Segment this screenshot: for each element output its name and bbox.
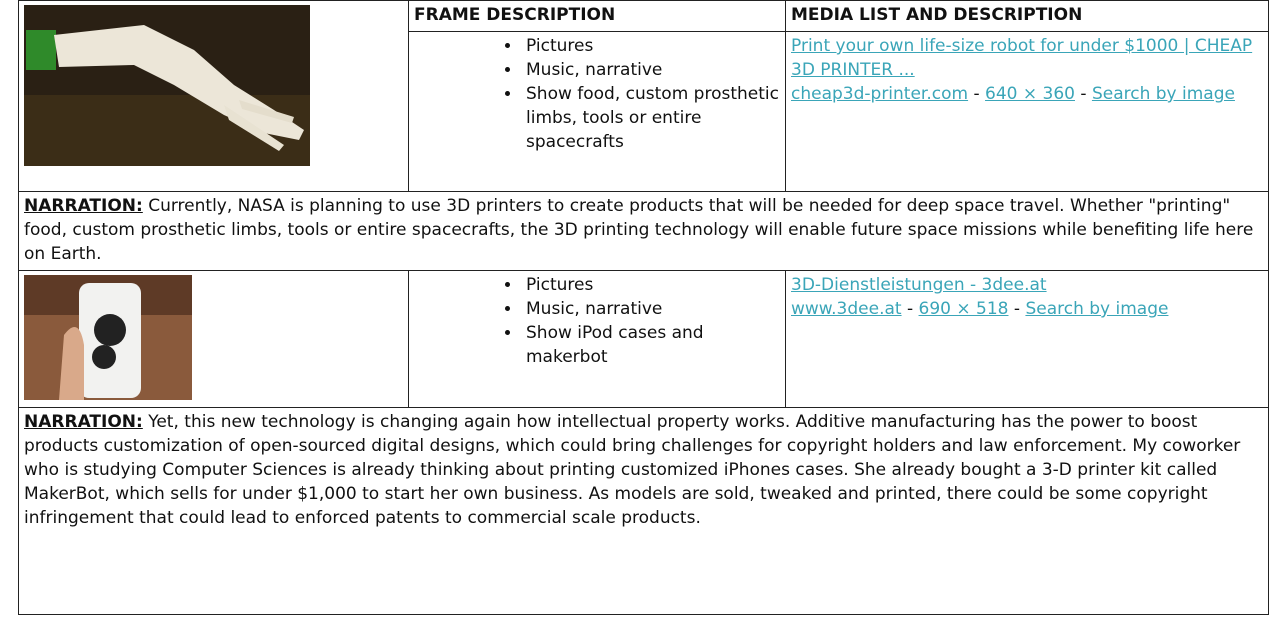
frame-list: PicturesMusic, narrativeShow iPod cases …	[414, 273, 780, 369]
frame-item: Show food, custom prosthetic limbs, tool…	[522, 82, 780, 154]
media-link[interactable]: Search by image	[1025, 299, 1169, 319]
narration-cell: NARRATION: Yet, this new technology is c…	[18, 407, 1269, 615]
phone-case-photo	[24, 275, 192, 400]
media-line: cheap3d-printer.com - 640 × 360 - Search…	[791, 82, 1263, 106]
header-row: FRAME DESCRIPTION MEDIA LIST AND DESCRIP…	[18, 0, 1269, 192]
media-separator: -	[901, 299, 919, 319]
media-line: Print your own life-size robot for under…	[791, 34, 1263, 82]
media-separator: -	[1074, 84, 1092, 104]
media-cell: 3D-Dienstleistungen - 3dee.at www.3dee.at…	[785, 270, 1269, 408]
narration-label: NARRATION:	[24, 196, 143, 216]
content-row: PicturesMusic, narrativeShow iPod cases …	[18, 270, 1269, 408]
media-link[interactable]: 640 × 360	[985, 84, 1075, 104]
narration-text: Yet, this new technology is changing aga…	[24, 412, 1241, 528]
media-link[interactable]: Print your own life-size robot for under…	[791, 36, 1253, 80]
media-link[interactable]: cheap3d-printer.com	[791, 84, 969, 104]
frame-item: Music, narrative	[522, 297, 780, 321]
image-cell	[18, 270, 409, 408]
storyboard-table: FRAME DESCRIPTION MEDIA LIST AND DESCRIP…	[18, 0, 1269, 615]
robot-arm-photo	[24, 5, 310, 166]
media-line: www.3dee.at - 690 × 518 - Search by imag…	[791, 297, 1263, 321]
media-link[interactable]: www.3dee.at	[791, 299, 902, 319]
frame-description-cell: PicturesMusic, narrativeShow food, custo…	[408, 31, 786, 192]
narration-row: NARRATION: Currently, NASA is planning t…	[18, 191, 1269, 271]
media-link[interactable]: 3D-Dienstleistungen - 3dee.at	[791, 275, 1047, 295]
media-link[interactable]: 690 × 518	[918, 299, 1009, 319]
narration-text: Currently, NASA is planning to use 3D pr…	[24, 196, 1254, 264]
media-separator: -	[968, 84, 986, 104]
narration-label: NARRATION:	[24, 412, 143, 432]
media-cell: Print your own life-size robot for under…	[785, 31, 1269, 192]
media-link[interactable]: Search by image	[1091, 84, 1235, 104]
frame-item: Music, narrative	[522, 58, 780, 82]
header-cell: FRAME DESCRIPTION	[408, 0, 786, 32]
media-separator: -	[1008, 299, 1026, 319]
media-line: 3D-Dienstleistungen - 3dee.at	[791, 273, 1263, 297]
table-body: FRAME DESCRIPTION MEDIA LIST AND DESCRIP…	[18, 0, 1269, 615]
frame-item: Pictures	[522, 34, 780, 58]
frame-list: PicturesMusic, narrativeShow food, custo…	[414, 34, 780, 154]
frame-item: Pictures	[522, 273, 780, 297]
content-row: PicturesMusic, narrativeShow food, custo…	[19, 31, 1269, 192]
narration-row: NARRATION: Yet, this new technology is c…	[18, 407, 1269, 615]
image-cell	[18, 0, 409, 192]
frame-item: Show iPod cases and makerbot	[522, 321, 780, 369]
frame-description-cell: PicturesMusic, narrativeShow iPod cases …	[408, 270, 786, 408]
narration-cell: NARRATION: Currently, NASA is planning t…	[18, 191, 1269, 271]
header-cell: MEDIA LIST AND DESCRIPTION	[785, 0, 1269, 32]
